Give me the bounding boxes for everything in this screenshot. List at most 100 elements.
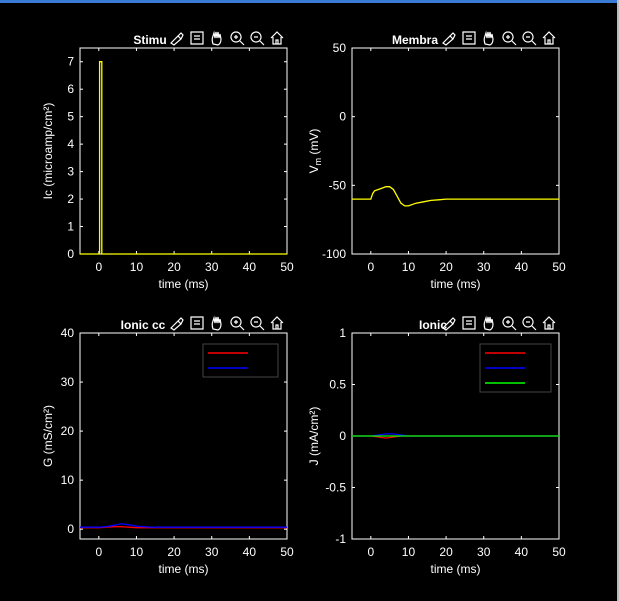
pan-hand-icon[interactable] xyxy=(483,30,494,46)
zoom-in-icon-glyph xyxy=(502,31,517,46)
axes-toolbar xyxy=(442,30,556,46)
x-tick-label: 0 xyxy=(95,545,102,559)
y-tick-label: 3 xyxy=(67,165,74,179)
restore-home-icon-glyph xyxy=(270,31,284,45)
brush-icon[interactable] xyxy=(442,317,456,331)
axes-2: 0 10 20 30 40 50 -100 -50 0 50 time (ms) Vm (mV) Mem… xyxy=(307,30,566,291)
x-tick-label: 20 xyxy=(439,260,453,274)
axes-title: Ionic cc xyxy=(121,318,166,332)
data-tips-icon[interactable] xyxy=(190,31,204,45)
pan-hand-icon-glyph xyxy=(483,30,494,46)
x-tick-label: 40 xyxy=(243,545,257,559)
brush-icon-glyph xyxy=(442,317,456,331)
legend xyxy=(479,343,552,393)
pan-hand-icon-glyph xyxy=(483,315,494,331)
pan-hand-icon-glyph xyxy=(211,315,222,331)
x-tick-label: 30 xyxy=(205,545,219,559)
y-tick-label: -50 xyxy=(329,178,347,192)
axes-frame xyxy=(351,47,560,255)
zoom-in-icon[interactable] xyxy=(230,31,245,46)
x-axis-label: time (ms) xyxy=(431,562,481,576)
x-tick-label: 50 xyxy=(552,545,566,559)
x-tick-label: 40 xyxy=(243,260,257,274)
x-tick-label: 50 xyxy=(280,545,294,559)
x-tick-label: 40 xyxy=(515,260,529,274)
data-tips-icon[interactable] xyxy=(462,31,476,45)
x-tick-label: 30 xyxy=(477,260,491,274)
y-tick-label: 40 xyxy=(61,326,75,340)
y-tick-label: 0 xyxy=(67,522,74,536)
data-tips-icon[interactable] xyxy=(190,316,204,330)
y-tick-label: 5 xyxy=(67,110,74,124)
series-line-1 xyxy=(80,61,287,255)
zoom-out-icon[interactable] xyxy=(522,31,537,46)
y-axis-label: Ic (microamp/cm²) xyxy=(41,103,55,200)
zoom-out-icon-glyph xyxy=(250,31,265,46)
pan-hand-icon[interactable] xyxy=(483,315,494,331)
restore-home-icon-glyph xyxy=(542,31,556,45)
axes-frame xyxy=(79,47,288,255)
axes-title: Membra xyxy=(392,33,438,47)
brush-icon-glyph xyxy=(442,32,456,46)
y-tick-label: 7 xyxy=(67,55,74,69)
x-tick-label: 30 xyxy=(205,260,219,274)
pan-hand-icon[interactable] xyxy=(211,30,222,46)
zoom-out-icon-glyph xyxy=(522,31,537,46)
y-axis-label: G (mS/cm²) xyxy=(41,405,55,467)
zoom-in-icon[interactable] xyxy=(230,316,245,331)
x-axis-label: time (ms) xyxy=(431,277,481,291)
axes-title: Stimu xyxy=(133,33,166,47)
y-tick-label: 0 xyxy=(67,247,74,261)
zoom-out-icon[interactable] xyxy=(522,316,537,331)
x-tick-label: 10 xyxy=(130,545,144,559)
y-tick-label: 20 xyxy=(61,424,75,438)
series-line-1 xyxy=(352,186,559,207)
zoom-out-icon[interactable] xyxy=(250,316,265,331)
brush-icon[interactable] xyxy=(442,32,456,46)
x-tick-label: 10 xyxy=(402,545,416,559)
data-tips-icon[interactable] xyxy=(462,316,476,330)
x-tick-label: 30 xyxy=(477,545,491,559)
brush-icon[interactable] xyxy=(170,317,184,331)
pan-hand-icon[interactable] xyxy=(211,315,222,331)
y-axis-label: Vm (mV) xyxy=(307,129,323,174)
axes-toolbar xyxy=(170,30,284,46)
axes-toolbar xyxy=(442,315,556,331)
x-tick-label: 0 xyxy=(367,260,374,274)
legend-box xyxy=(202,343,279,378)
restore-home-icon-glyph xyxy=(270,316,284,330)
legend xyxy=(202,343,279,378)
data-tips-icon-glyph xyxy=(462,31,476,45)
y-tick-label: 0 xyxy=(339,429,346,443)
x-tick-label: 20 xyxy=(439,545,453,559)
x-tick-label: 20 xyxy=(167,545,181,559)
y-tick-label: -100 xyxy=(322,247,346,261)
window-right-border xyxy=(617,0,619,601)
y-tick-label: -1 xyxy=(335,532,346,546)
data-tips-icon-glyph xyxy=(190,31,204,45)
y-tick-label: 2 xyxy=(67,192,74,206)
x-tick-label: 50 xyxy=(280,260,294,274)
zoom-in-icon[interactable] xyxy=(502,316,517,331)
zoom-in-icon[interactable] xyxy=(502,31,517,46)
y-tick-label: 0 xyxy=(339,110,346,124)
brush-icon[interactable] xyxy=(170,32,184,46)
restore-home-icon[interactable] xyxy=(542,316,556,330)
axes-4: 0 10 20 30 40 50 -1 -0.5 0 0.5 1 time (ms) J (mA/cm²… xyxy=(307,315,566,576)
restore-home-icon[interactable] xyxy=(270,316,284,330)
axes-title: Ionic xyxy=(419,318,447,332)
restore-home-icon[interactable] xyxy=(542,31,556,45)
axes-toolbar xyxy=(170,315,284,331)
zoom-in-icon-glyph xyxy=(230,316,245,331)
window-top-border xyxy=(0,0,619,3)
x-tick-label: 0 xyxy=(95,260,102,274)
zoom-in-icon-glyph xyxy=(502,316,517,331)
y-tick-label: 1 xyxy=(67,220,74,234)
y-axis-label: J (mA/cm²) xyxy=(307,407,321,466)
restore-home-icon[interactable] xyxy=(270,31,284,45)
zoom-in-icon-glyph xyxy=(230,31,245,46)
y-tick-label: 1 xyxy=(339,326,346,340)
zoom-out-icon[interactable] xyxy=(250,31,265,46)
x-axis-label: time (ms) xyxy=(159,562,209,576)
y-tick-label: 50 xyxy=(333,41,347,55)
